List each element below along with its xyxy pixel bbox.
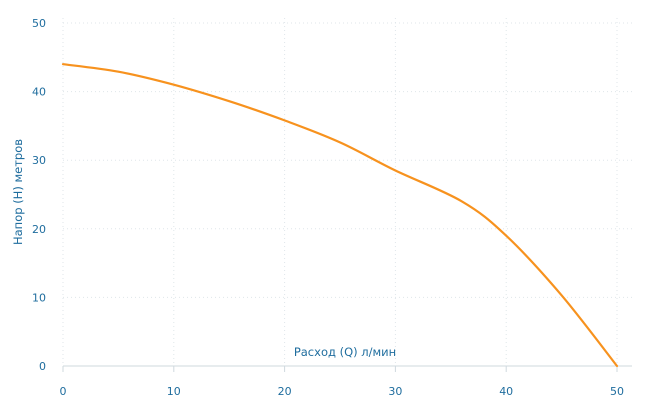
y-tick-label: 50 bbox=[32, 17, 46, 30]
y-tick-label: 20 bbox=[32, 223, 46, 236]
y-axis-label: Напор (H) метров bbox=[11, 139, 25, 245]
x-axis-label: Расход (Q) л/мин bbox=[294, 345, 396, 359]
x-tick-label: 40 bbox=[499, 385, 513, 398]
y-tick-label: 10 bbox=[32, 291, 46, 304]
grid bbox=[62, 18, 632, 366]
tick-labels: 0 10 20 30 40 50 0 10 20 30 40 50 bbox=[32, 17, 624, 398]
y-tick-label: 0 bbox=[39, 360, 46, 373]
x-tick-label: 0 bbox=[60, 385, 67, 398]
x-tick-label: 30 bbox=[388, 385, 402, 398]
series-line bbox=[61, 63, 619, 368]
x-tick-label: 50 bbox=[610, 385, 624, 398]
y-tick-label: 40 bbox=[32, 86, 46, 99]
series-layer bbox=[61, 63, 619, 368]
x-tick-label: 20 bbox=[278, 385, 292, 398]
y-tick-label: 30 bbox=[32, 154, 46, 167]
x-tick-label: 10 bbox=[167, 385, 181, 398]
axes bbox=[62, 365, 632, 372]
